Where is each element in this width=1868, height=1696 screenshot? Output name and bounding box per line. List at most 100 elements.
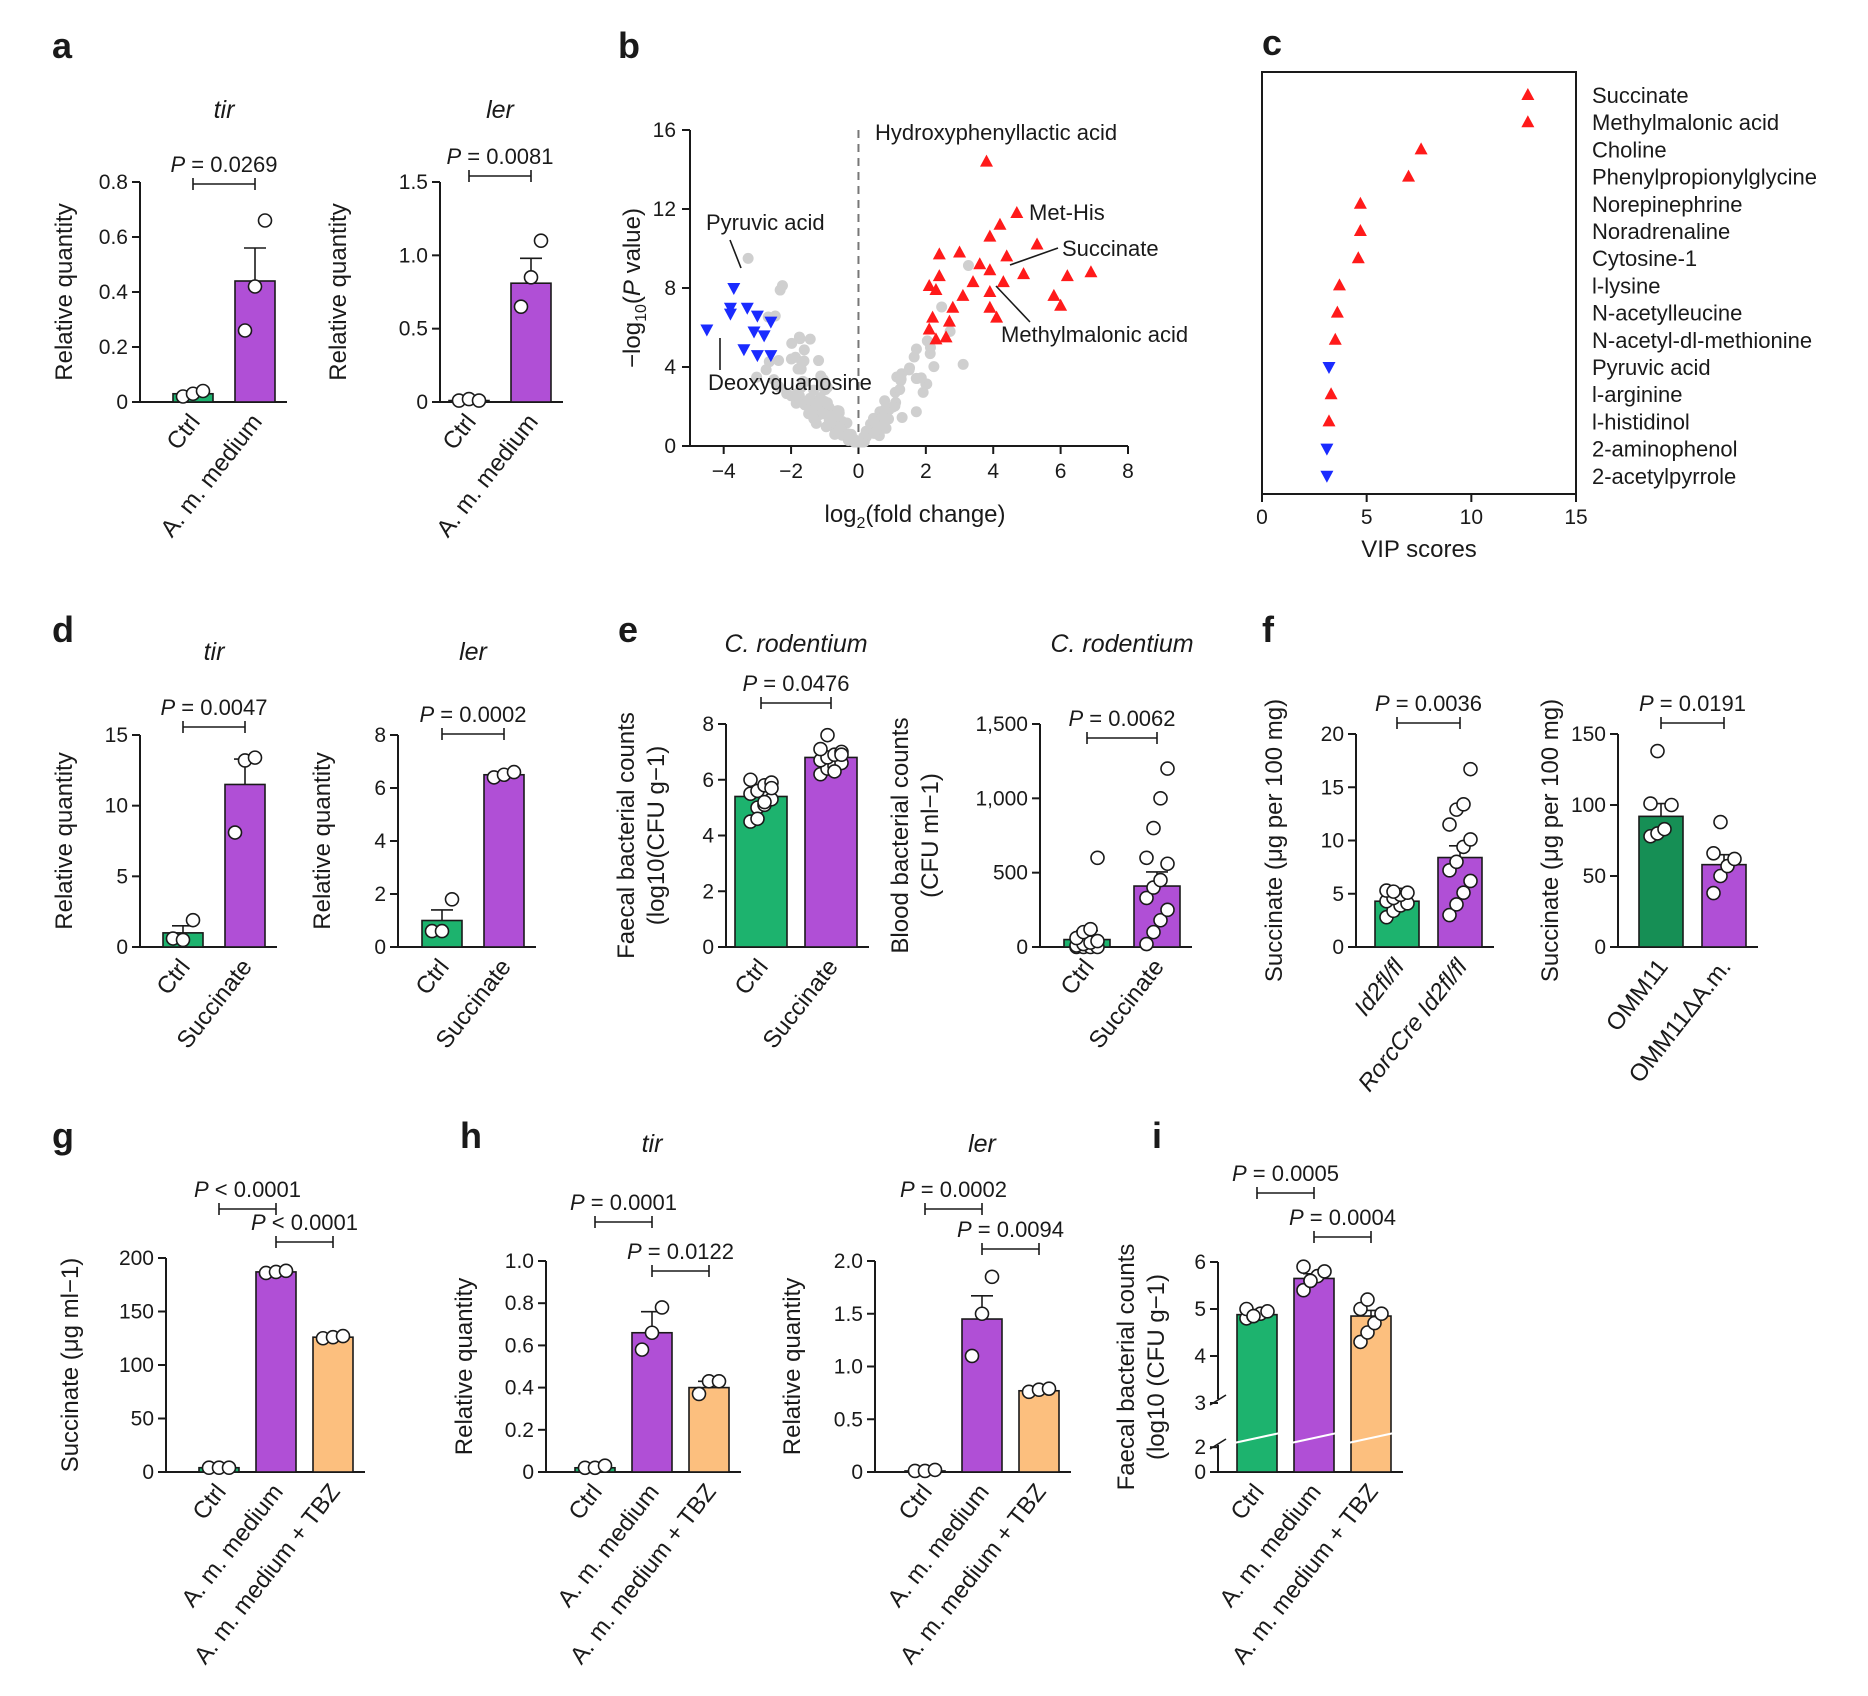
y-axis: 0 50 100 150 200 bbox=[119, 1247, 365, 1484]
y-tick-label: 0.4 bbox=[505, 1377, 535, 1400]
p-value-label: P < 0.0001 bbox=[251, 1210, 358, 1235]
p-symbol: P bbox=[570, 1190, 585, 1215]
non-significant-point bbox=[760, 364, 772, 376]
y-tick-label: 0.5 bbox=[399, 318, 428, 341]
x-tick-label: 15 bbox=[1564, 506, 1587, 529]
y-axis: 0 500 1,000 1,500 bbox=[975, 713, 1192, 959]
y-tick-label: 1,000 bbox=[975, 787, 1028, 810]
data-point bbox=[644, 1325, 660, 1341]
p-value-label: P = 0.0002 bbox=[419, 702, 526, 727]
data-point bbox=[984, 1269, 1000, 1285]
downregulated-point bbox=[727, 283, 741, 295]
y-tick-label: 6 bbox=[702, 769, 714, 792]
metabolite-label: N-acetyl-dl-methionine bbox=[1592, 328, 1812, 353]
y-tick-label: 0 bbox=[664, 435, 676, 458]
metabolite-label: Succinate bbox=[1592, 83, 1689, 108]
upregulated-point bbox=[1017, 267, 1031, 280]
x-label-sub: 2 bbox=[857, 515, 866, 532]
upregulated-point bbox=[1030, 237, 1044, 250]
vip-point-up bbox=[1521, 88, 1535, 100]
downregulated-point bbox=[747, 326, 761, 339]
panel-label-c: c bbox=[1262, 22, 1282, 63]
data-point bbox=[221, 1460, 237, 1476]
data-point bbox=[1442, 907, 1457, 923]
annotation-leader bbox=[995, 285, 1031, 323]
vip-point-up bbox=[1414, 142, 1428, 155]
non-significant-point bbox=[910, 343, 922, 355]
upregulated-point bbox=[993, 217, 1007, 230]
metabolite-label: Methylmalonic acid bbox=[1592, 110, 1779, 135]
y-tick-label: 4 bbox=[664, 356, 676, 379]
non-significant-point bbox=[798, 344, 810, 356]
upregulated-point bbox=[922, 322, 936, 335]
non-significant-point bbox=[776, 280, 788, 292]
data-point bbox=[1146, 820, 1161, 836]
p-symbol: P bbox=[742, 671, 757, 696]
p-symbol: P bbox=[170, 152, 185, 177]
bar-2 bbox=[688, 1386, 730, 1473]
y-axis: 0 50 100 150 bbox=[1571, 723, 1758, 959]
non-significant-point bbox=[804, 333, 816, 345]
data-point bbox=[1706, 845, 1721, 861]
non-significant-point bbox=[798, 355, 810, 367]
data-point bbox=[834, 747, 849, 762]
vip-point-up bbox=[1353, 196, 1367, 209]
metabolite-label: Norepinephrine bbox=[1592, 192, 1742, 217]
annotation-succinate: Succinate bbox=[1062, 236, 1159, 261]
p-symbol: P bbox=[419, 702, 434, 727]
vip-point-down bbox=[1322, 362, 1336, 374]
metabolite-label: 2-aminophenol bbox=[1592, 437, 1738, 462]
y-tick-label: 6 bbox=[1194, 1251, 1206, 1274]
p-value: = 0.0081 bbox=[461, 144, 553, 169]
non-significant-point bbox=[820, 421, 832, 433]
p-symbol: P bbox=[1068, 706, 1083, 731]
data-point bbox=[513, 299, 529, 314]
data-point bbox=[1041, 1381, 1057, 1396]
non-significant-point bbox=[751, 371, 763, 383]
y-tick-label: 0.6 bbox=[505, 1334, 534, 1357]
bar-0 bbox=[1236, 1313, 1278, 1473]
chart-title: C. rodentium bbox=[1050, 630, 1193, 658]
y-axis-label: Relative quantity bbox=[51, 203, 78, 380]
non-significant-point bbox=[936, 301, 948, 313]
metabolite-label: l-lysine bbox=[1592, 273, 1660, 298]
y-tick-label: 500 bbox=[993, 862, 1028, 885]
p-value-label: P = 0.0002 bbox=[900, 1177, 1007, 1202]
p-value: < 0.0001 bbox=[209, 1177, 301, 1202]
y-tick-label: 0 bbox=[851, 1461, 863, 1484]
p-value: = 0.0062 bbox=[1083, 706, 1175, 731]
data-point bbox=[813, 741, 828, 757]
upregulated-point bbox=[942, 314, 956, 327]
non-significant-point bbox=[868, 427, 880, 439]
axis-break-gap bbox=[1347, 1432, 1395, 1444]
metabolite-label: Pyruvic acid bbox=[1592, 355, 1711, 380]
y-tick-label: 2.0 bbox=[834, 1250, 863, 1273]
metabolite-label: Choline bbox=[1592, 137, 1667, 162]
upregulated-point bbox=[966, 275, 980, 288]
x-axis-label: VIP scores bbox=[1361, 536, 1477, 563]
axis-break-gap bbox=[1290, 1432, 1338, 1444]
data-point bbox=[533, 233, 549, 248]
chart-title: tir bbox=[214, 96, 237, 124]
non-significant-point bbox=[793, 331, 805, 343]
p-symbol: P bbox=[160, 695, 175, 720]
data-point bbox=[1650, 743, 1665, 759]
non-significant-point bbox=[917, 386, 929, 398]
data-point bbox=[1146, 924, 1161, 940]
downregulated-point bbox=[740, 302, 754, 315]
y-tick-label: 100 bbox=[1571, 794, 1606, 817]
upregulated-point bbox=[1084, 265, 1098, 278]
metabolite-label: l-arginine bbox=[1592, 382, 1683, 407]
bar-2 bbox=[1018, 1389, 1060, 1473]
metabolite-label: 2-acetylpyrrole bbox=[1592, 464, 1736, 489]
y-tick-label: 150 bbox=[119, 1301, 154, 1324]
p-symbol: P bbox=[446, 144, 461, 169]
y-axis-label: Relative quantity bbox=[325, 203, 352, 380]
data-point bbox=[927, 1462, 943, 1478]
y-tick-label: 10 bbox=[1321, 830, 1344, 853]
y-label-part: P bbox=[619, 280, 646, 296]
p-symbol: P bbox=[1375, 691, 1390, 716]
data-point bbox=[247, 279, 263, 294]
